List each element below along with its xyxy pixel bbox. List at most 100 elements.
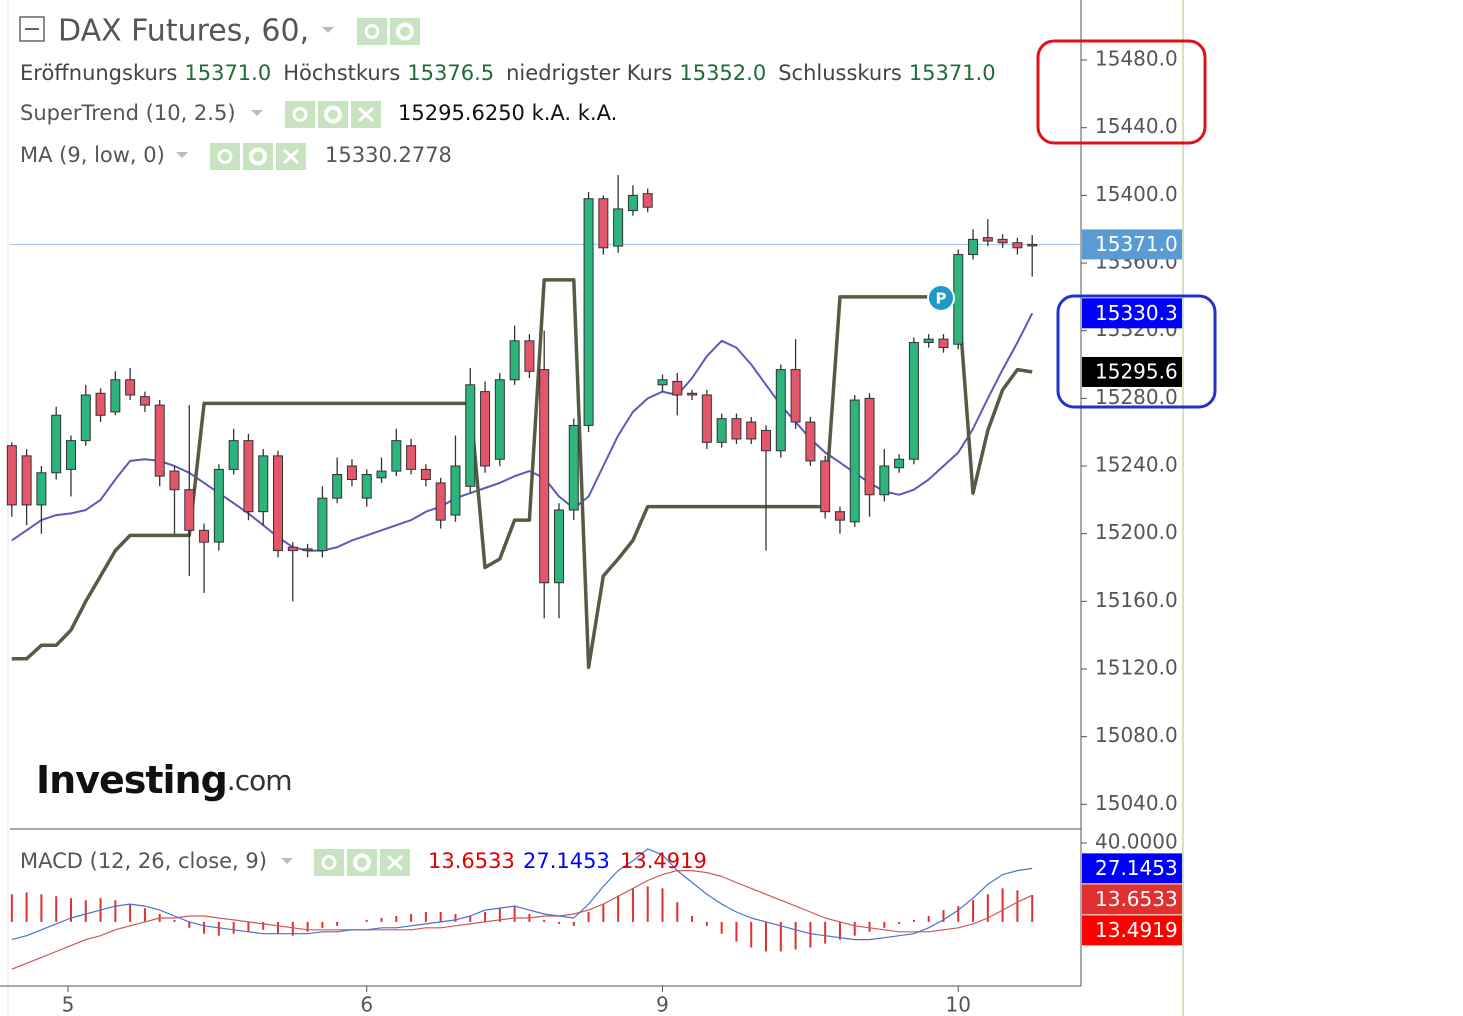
candle-body xyxy=(21,455,32,506)
y-tick-label: 15160.0 xyxy=(1095,588,1178,612)
x-tick-label: 10 xyxy=(946,993,971,1016)
candle-body xyxy=(80,394,91,442)
histogram-bar xyxy=(735,921,738,942)
watermark: Investing.com xyxy=(36,758,292,802)
histogram-bar xyxy=(395,915,398,922)
candle-body xyxy=(997,238,1008,244)
histogram-bar xyxy=(927,915,930,922)
histogram-bar xyxy=(25,892,28,922)
histogram-bar xyxy=(10,894,13,922)
candle-body xyxy=(849,399,860,523)
ohlc-value: 15352.0 xyxy=(679,61,766,85)
histogram-bar xyxy=(1001,888,1004,922)
histogram-bar xyxy=(291,921,294,936)
indicator-line xyxy=(11,870,1033,970)
icon-button[interactable] xyxy=(318,101,348,128)
histogram-bar xyxy=(765,921,768,952)
axis-badge xyxy=(1082,853,1182,884)
candle-body xyxy=(95,392,106,416)
candle-body xyxy=(184,489,195,531)
icon-glyph xyxy=(357,106,375,123)
icon-button[interactable] xyxy=(285,101,315,128)
y-tick-label: 15440.0 xyxy=(1095,114,1178,138)
candle-body xyxy=(982,237,993,242)
x-tick-label: 9 xyxy=(656,993,669,1016)
histogram-bar xyxy=(779,921,782,952)
legend-name: SuperTrend (10, 2.5) xyxy=(20,101,236,125)
candle-body xyxy=(613,208,624,247)
axis-badges: 15371.0 15330.3 15295.6 27.1453 13.6533 13.49… xyxy=(1082,229,1182,946)
candle-body xyxy=(583,198,594,426)
candle-body xyxy=(879,465,890,496)
histogram-bar xyxy=(513,906,516,922)
annotation-box xyxy=(1056,294,1217,409)
collapse-button[interactable] xyxy=(19,16,45,42)
candle-body xyxy=(228,440,239,470)
candle-body xyxy=(65,440,76,470)
histogram-bar xyxy=(40,894,43,922)
candle-body xyxy=(968,238,979,256)
candle-body xyxy=(627,194,638,212)
candle-body xyxy=(701,394,712,443)
candle-body xyxy=(894,458,905,469)
icon-glyph xyxy=(364,24,380,39)
dropdown[interactable] xyxy=(322,27,334,33)
candle-body xyxy=(553,509,564,584)
y-tick-label: 15040.0 xyxy=(1095,791,1178,815)
dropdown[interactable] xyxy=(176,152,188,158)
histogram-bar xyxy=(410,914,413,922)
histogram-bar xyxy=(143,908,146,922)
candle-body xyxy=(672,380,683,396)
histogram-bar xyxy=(484,912,487,922)
axis-badge-label: 15330.3 xyxy=(1095,301,1178,325)
histogram-bar xyxy=(247,921,250,932)
histogram-bar xyxy=(306,921,309,932)
candle-body xyxy=(243,440,254,513)
dropdown[interactable] xyxy=(281,858,293,864)
ohlc-name: Höchstkurs xyxy=(283,61,400,85)
histogram-bar xyxy=(173,919,176,922)
histogram-bar xyxy=(84,900,87,922)
candle-body xyxy=(509,340,520,381)
histogram-bar xyxy=(853,921,856,936)
ohlc-name: Schlusskurs xyxy=(778,61,902,85)
candle-body xyxy=(273,455,284,552)
annotation-box xyxy=(1036,39,1207,145)
ohlc-value: 15371.0 xyxy=(184,61,271,85)
event-marker[interactable] xyxy=(927,284,955,312)
candle-body xyxy=(731,418,742,440)
axis-badge-label: 15295.6 xyxy=(1095,359,1178,383)
histogram-bar xyxy=(809,921,812,948)
candle-body xyxy=(125,379,136,396)
histogram-bar xyxy=(439,912,442,922)
candle-body xyxy=(6,445,17,506)
legend-readout: 15295.6250 k.A. k.A. xyxy=(398,101,617,125)
histogram-bar xyxy=(587,912,590,922)
icon-button[interactable] xyxy=(243,143,273,170)
icon-button[interactable] xyxy=(210,143,240,170)
histogram-bar xyxy=(705,921,708,926)
histogram-bar xyxy=(336,921,339,926)
candle-body xyxy=(953,254,964,345)
histogram-bar xyxy=(838,921,841,940)
legend-name: MA (9, low, 0) xyxy=(20,143,165,167)
icon-button[interactable] xyxy=(314,849,344,876)
histogram-bar xyxy=(232,921,235,934)
histogram-bar xyxy=(824,921,827,944)
candle-body xyxy=(524,340,535,372)
x-tick-label: 6 xyxy=(360,993,373,1016)
x-tick-label: 5 xyxy=(62,993,75,1016)
histogram-bar xyxy=(498,908,501,922)
axis-badge-label: 15371.0 xyxy=(1095,232,1178,256)
icon-button[interactable] xyxy=(357,18,387,45)
icon-button[interactable] xyxy=(390,18,420,45)
histogram-bar xyxy=(469,915,472,922)
axis-badge xyxy=(1082,298,1182,329)
icon-button[interactable] xyxy=(347,849,377,876)
indicator-line xyxy=(11,312,1034,552)
icon-glyph xyxy=(324,105,342,124)
candle-body xyxy=(1012,242,1023,249)
candle-body xyxy=(361,473,372,499)
dropdown[interactable] xyxy=(251,110,263,116)
